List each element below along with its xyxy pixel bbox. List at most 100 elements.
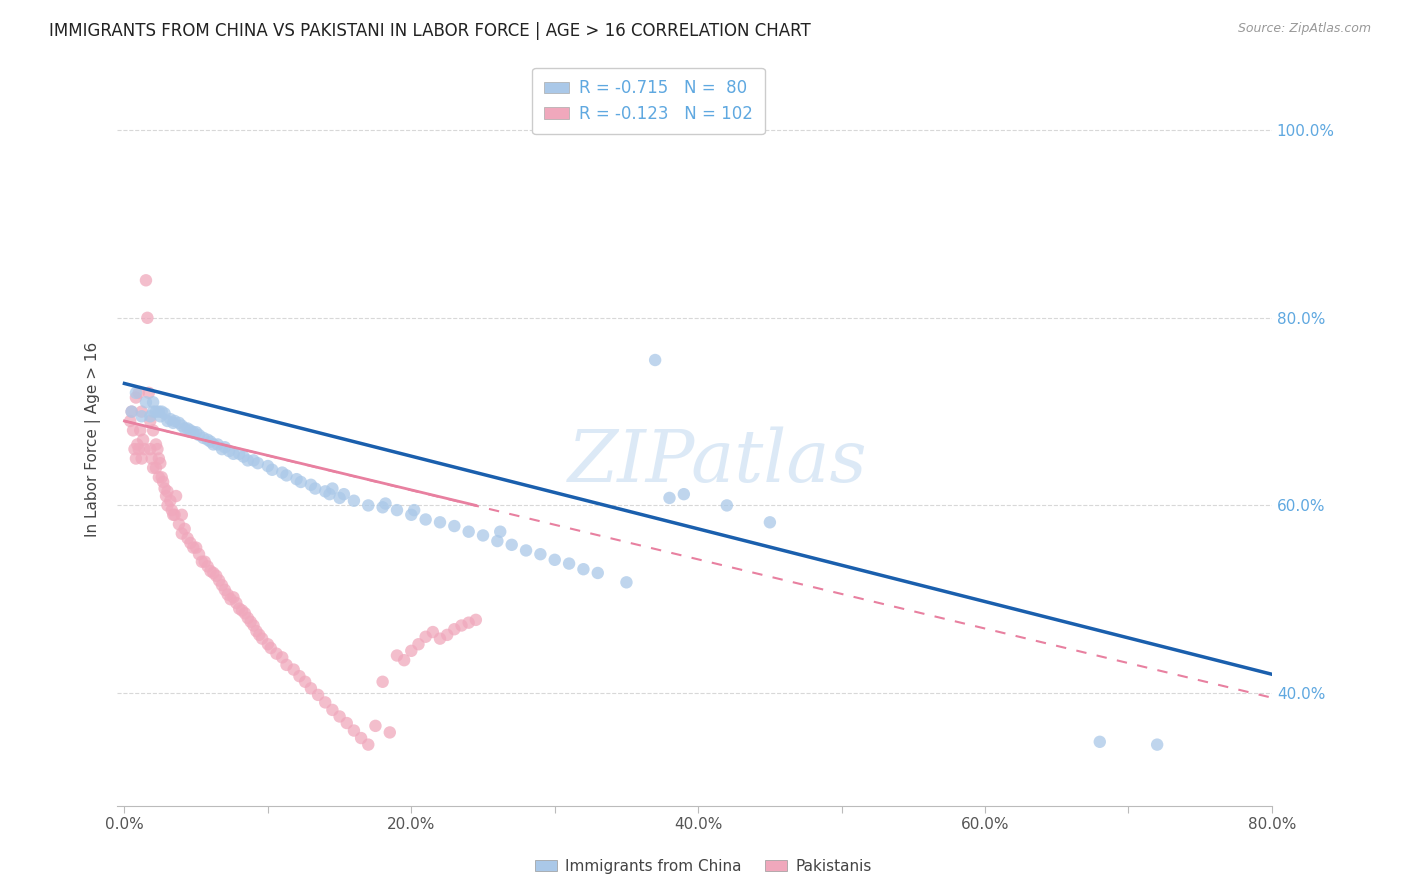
Point	[194, 555, 217, 569]
Point	[314, 484, 336, 499]
Point	[266, 647, 288, 661]
Point	[148, 404, 170, 418]
Point	[207, 437, 229, 451]
Point	[163, 414, 186, 428]
Point	[135, 395, 157, 409]
Point	[153, 482, 176, 496]
Point	[211, 442, 233, 457]
Point	[318, 487, 340, 501]
Point	[321, 482, 343, 496]
Point	[429, 516, 451, 530]
Point	[188, 428, 211, 442]
Point	[357, 499, 380, 513]
Point	[285, 472, 308, 486]
Point	[236, 611, 259, 625]
Text: Source: ZipAtlas.com: Source: ZipAtlas.com	[1237, 22, 1371, 36]
Point	[329, 709, 352, 723]
Point	[127, 437, 149, 451]
Point	[129, 423, 152, 437]
Point	[271, 466, 294, 480]
Point	[672, 487, 695, 501]
Point	[186, 425, 208, 440]
Point	[378, 725, 401, 739]
Point	[167, 416, 190, 430]
Point	[307, 688, 329, 702]
Point	[156, 414, 179, 428]
Point	[217, 588, 239, 602]
Point	[181, 425, 204, 440]
Point	[228, 447, 250, 461]
Point	[257, 458, 280, 473]
Legend: R = -0.715   N =  80, R = -0.123   N = 102: R = -0.715 N = 80, R = -0.123 N = 102	[533, 68, 765, 135]
Point	[257, 637, 280, 651]
Point	[385, 648, 408, 663]
Point	[429, 632, 451, 646]
Point	[236, 453, 259, 467]
Point	[350, 731, 373, 745]
Point	[231, 603, 253, 617]
Point	[167, 517, 190, 532]
Point	[457, 615, 479, 630]
Point	[392, 653, 415, 667]
Point	[233, 607, 256, 621]
Point	[222, 447, 245, 461]
Point	[142, 461, 165, 475]
Text: ZIPatlas: ZIPatlas	[568, 426, 868, 497]
Point	[219, 592, 242, 607]
Point	[222, 591, 245, 605]
Point	[294, 674, 316, 689]
Point	[136, 310, 159, 325]
Point	[299, 681, 322, 696]
Point	[232, 450, 254, 464]
Point	[214, 582, 236, 597]
Point	[501, 538, 523, 552]
Point	[150, 470, 173, 484]
Point	[242, 453, 264, 467]
Point	[343, 723, 366, 738]
Point	[250, 632, 273, 646]
Point	[436, 628, 458, 642]
Point	[128, 442, 150, 457]
Point	[385, 503, 408, 517]
Point	[336, 716, 359, 731]
Point	[374, 497, 396, 511]
Point	[288, 669, 311, 683]
Point	[333, 487, 356, 501]
Point	[450, 618, 472, 632]
Point	[173, 522, 195, 536]
Point	[202, 437, 225, 451]
Point	[188, 547, 211, 561]
Point	[489, 524, 512, 539]
Point	[139, 409, 162, 424]
Point	[148, 451, 170, 466]
Point	[197, 433, 219, 447]
Point	[160, 503, 183, 517]
Point	[145, 461, 167, 475]
Point	[162, 508, 184, 522]
Point	[149, 456, 172, 470]
Point	[716, 499, 738, 513]
Point	[170, 418, 193, 433]
Point	[145, 404, 167, 418]
Point	[558, 557, 581, 571]
Point	[276, 657, 298, 672]
Point	[159, 412, 181, 426]
Point	[159, 493, 181, 508]
Point	[443, 622, 465, 636]
Point	[149, 409, 172, 424]
Point	[131, 409, 153, 424]
Point	[146, 442, 169, 457]
Point	[262, 463, 284, 477]
Point	[544, 553, 567, 567]
Point	[193, 431, 215, 445]
Point	[408, 637, 430, 651]
Point	[179, 536, 201, 550]
Point	[134, 442, 156, 457]
Point	[457, 524, 479, 539]
Point	[271, 650, 294, 665]
Point	[245, 624, 267, 639]
Point	[371, 674, 394, 689]
Point	[135, 273, 157, 287]
Point	[128, 385, 150, 400]
Point	[145, 437, 167, 451]
